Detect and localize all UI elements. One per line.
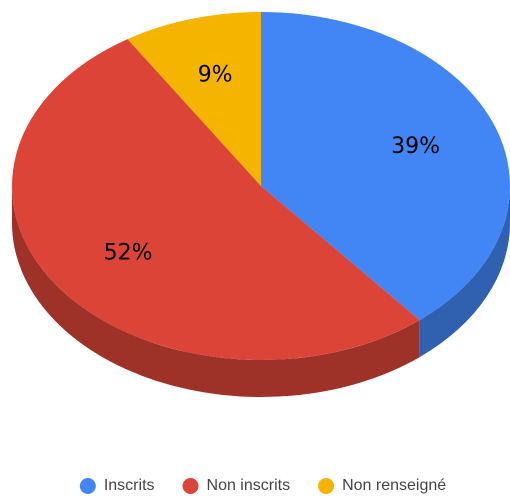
slice-label: 39% — [391, 134, 440, 159]
slice-label: 9% — [198, 63, 233, 88]
slice — [11, 39, 420, 361]
legend: Inscrits Non inscrits Non renseigné — [79, 477, 446, 494]
legend-marker — [79, 478, 96, 494]
legend-marker — [318, 478, 335, 494]
legend-text: Non inscrits — [207, 477, 291, 494]
slice-side — [419, 186, 510, 358]
slice — [127, 12, 261, 186]
legend-text: Inscrits — [104, 477, 155, 494]
slice-label: 52% — [104, 241, 153, 266]
slice-side — [12, 186, 420, 397]
legend-marker — [182, 478, 199, 494]
legend-text: Non renseigné — [342, 477, 446, 494]
slice — [261, 12, 510, 321]
